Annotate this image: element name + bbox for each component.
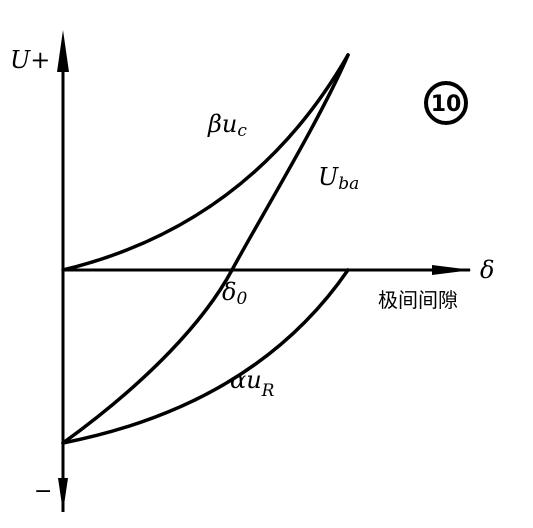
curve-label: αuR	[230, 366, 275, 401]
badge-number: 10	[431, 92, 462, 117]
curve-beta-uc	[61, 53, 350, 272]
origin-point-label: δ0	[222, 278, 247, 309]
label-main: αu	[230, 366, 262, 394]
curve-label: Uba	[318, 163, 359, 194]
curve-label: βuc	[207, 110, 247, 141]
label-main: U	[318, 163, 339, 191]
curve-uba	[61, 53, 350, 445]
y-arrow-up	[57, 30, 69, 72]
label-sub: R	[261, 381, 275, 401]
badge-circle	[424, 81, 468, 125]
y-arrow-down	[58, 478, 68, 512]
y-negative-label: −	[34, 479, 52, 504]
x-caption: 极间间隙	[378, 288, 458, 312]
label-main: δ	[222, 278, 236, 306]
label-sub: 0	[236, 289, 247, 309]
curve-alpha-ur	[61, 268, 350, 445]
label-sub: c	[237, 121, 247, 141]
y-positive-label: U+	[10, 46, 50, 74]
label-sub: ba	[338, 174, 359, 194]
x-axis-label: δ	[480, 256, 494, 284]
label-main: βu	[207, 110, 237, 138]
x-arrow	[432, 265, 472, 275]
